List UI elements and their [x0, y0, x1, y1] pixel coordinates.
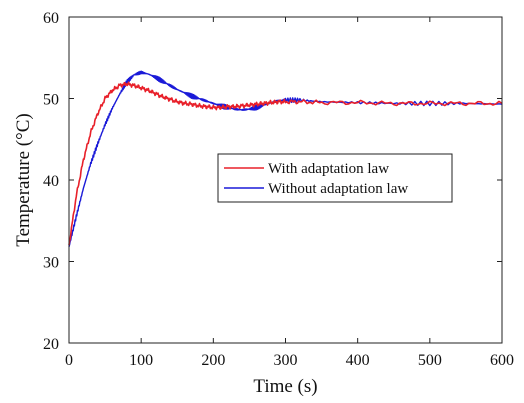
- y-tick-label: 50: [43, 92, 59, 109]
- y-tick-label: 40: [43, 173, 59, 190]
- x-tick-label: 400: [346, 352, 370, 369]
- x-tick-label: 100: [129, 352, 153, 369]
- y-tick-label: 30: [43, 255, 59, 272]
- series-layer: [68, 70, 503, 248]
- series-line-without-adaptation: [68, 70, 503, 248]
- legend-label: Without adaptation law: [268, 181, 408, 197]
- x-tick-label: 200: [201, 352, 225, 369]
- legend-label: With adaptation law: [268, 161, 389, 177]
- x-tick-label: 0: [65, 352, 73, 369]
- y-tick-label: 20: [43, 336, 59, 353]
- x-tick-label: 600: [490, 352, 514, 369]
- x-axis-title: Time (s): [253, 376, 317, 397]
- y-axis-title: Temperature (°C): [13, 113, 34, 246]
- axes-layer: 0 100 200 300 400 500 600 20 30 40 50 60: [43, 10, 514, 369]
- x-tick-label: 500: [418, 352, 442, 369]
- y-tick-label: 60: [43, 10, 59, 27]
- legend: With adaptation law Without adaptation la…: [217, 153, 453, 203]
- series-line-with-adaptation: [68, 81, 503, 246]
- legend-box: [217, 153, 453, 203]
- x-tick-label: 300: [274, 352, 298, 369]
